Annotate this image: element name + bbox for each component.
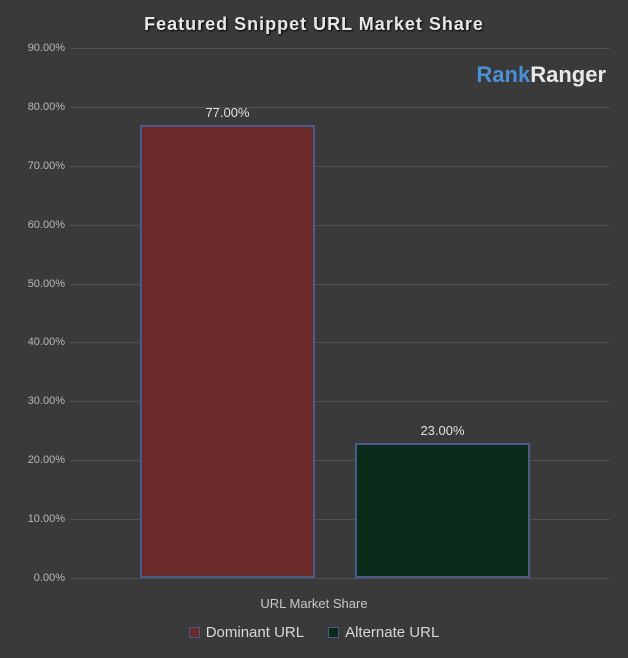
y-tick-label: 60.00%	[10, 219, 65, 231]
y-tick-label: 40.00%	[10, 336, 65, 348]
legend: Dominant URL Alternate URL	[0, 624, 628, 642]
chart-title: Featured Snippet URL Market Share	[0, 14, 628, 35]
legend-label: Dominant URL	[206, 624, 304, 641]
x-axis-label: URL Market Share	[0, 596, 628, 611]
bar: 23.00%	[355, 443, 530, 578]
legend-item: Dominant URL	[189, 624, 304, 641]
y-tick-label: 90.00%	[10, 42, 65, 54]
y-tick-label: 10.00%	[10, 513, 65, 525]
y-tick-label: 70.00%	[10, 160, 65, 172]
legend-swatch	[189, 627, 200, 638]
chart-container: Featured Snippet URL Market Share RankRa…	[0, 0, 628, 658]
legend-swatch	[328, 627, 339, 638]
legend-label: Alternate URL	[345, 624, 439, 641]
y-tick-label: 30.00%	[10, 395, 65, 407]
y-tick-label: 50.00%	[10, 278, 65, 290]
bar: 77.00%	[140, 125, 315, 578]
legend-item: Alternate URL	[328, 624, 439, 641]
gridline	[70, 578, 610, 579]
bar-value-label: 23.00%	[357, 423, 528, 438]
plot-area: 0.00%10.00%20.00%30.00%40.00%50.00%60.00…	[70, 48, 610, 578]
y-tick-label: 80.00%	[10, 101, 65, 113]
bar-value-label: 77.00%	[142, 105, 313, 120]
gridline	[70, 48, 610, 49]
y-tick-label: 20.00%	[10, 454, 65, 466]
y-tick-label: 0.00%	[10, 572, 65, 584]
